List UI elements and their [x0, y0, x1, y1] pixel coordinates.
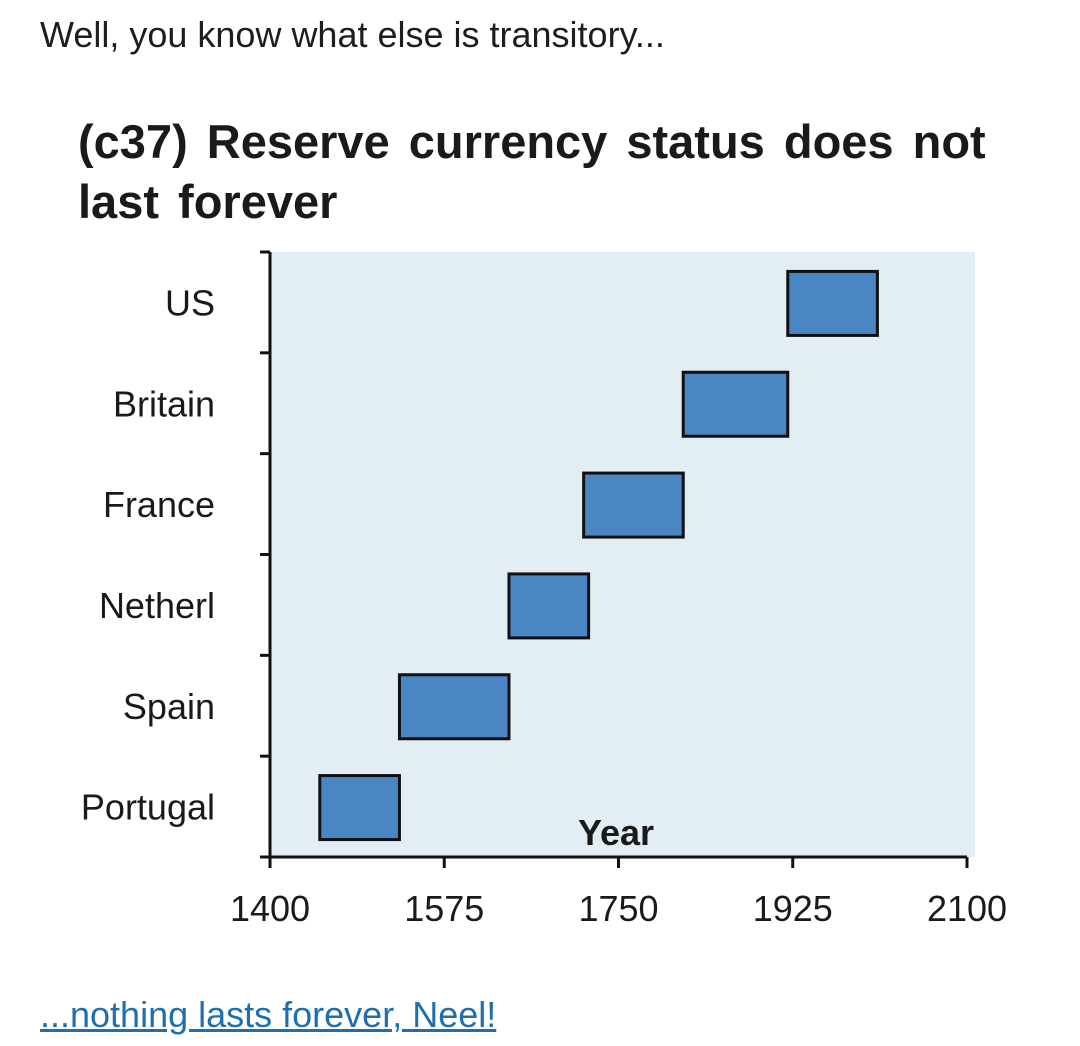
category-label-portugal: Portugal	[81, 787, 215, 828]
x-tick-label: 1400	[230, 888, 310, 929]
bar-france	[582, 471, 685, 539]
x-axis-title: Year	[578, 812, 654, 853]
plot-background	[270, 252, 975, 857]
bar-spain	[397, 673, 511, 741]
x-tick-label: 1750	[578, 888, 658, 929]
category-label-us: US	[165, 282, 215, 323]
category-label-france: France	[103, 484, 215, 525]
chart: (c37) Reserve currency status does not l…	[0, 100, 1080, 960]
bar-britain	[681, 370, 790, 438]
bar-us	[786, 269, 879, 337]
bar-netherl	[507, 572, 591, 640]
category-label-spain: Spain	[123, 686, 215, 727]
footer-link[interactable]: ...nothing lasts forever, Neel!	[40, 994, 497, 1035]
chart-svg: Portugal Spain Netherl France Britain US 1400 1…	[81, 250, 1007, 929]
category-label-netherl: Netherl	[99, 585, 215, 626]
x-tick-label: 2100	[927, 888, 1007, 929]
bar-portugal	[318, 774, 401, 842]
post-text: Well, you know what else is transitory..…	[40, 14, 665, 55]
chart-title: (c37) Reserve currency status does not l…	[78, 115, 986, 228]
x-tick-label: 1575	[404, 888, 484, 929]
x-tick-label: 1925	[753, 888, 833, 929]
category-label-britain: Britain	[113, 383, 215, 424]
